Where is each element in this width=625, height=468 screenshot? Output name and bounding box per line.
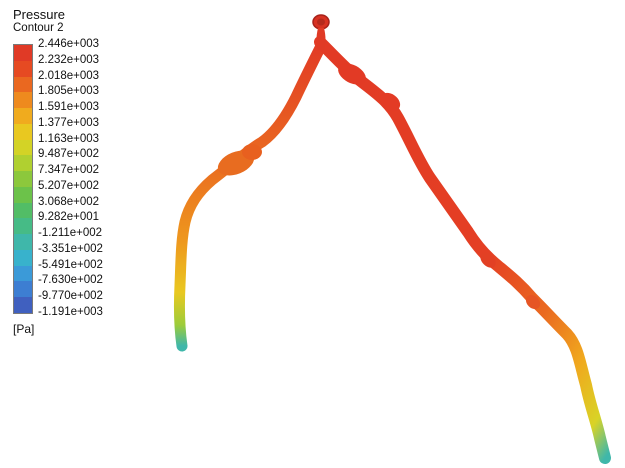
colorbar-swatch	[14, 265, 32, 282]
left-vessel-branch	[173, 42, 326, 352]
colorbar-tick-label: 9.487e+002	[38, 148, 100, 161]
colorbar-tick-label: 2.446e+003	[38, 38, 100, 50]
legend-title: Pressure	[13, 7, 66, 22]
colorbar-tick-label: 3.068e+002	[38, 195, 100, 208]
colorbar-tick-label: 1.591e+003	[38, 101, 100, 114]
colorbar-swatch	[14, 186, 32, 204]
colorbar-tick-label: -1.211e+002	[38, 227, 103, 240]
colorbar-swatch	[14, 123, 32, 141]
colorbar-tick-label: 1.805e+003	[38, 85, 100, 98]
colorbar-swatch	[14, 297, 32, 314]
colorbar-swatch	[14, 202, 32, 219]
colorbar-tick-label: -1.191e+003	[38, 306, 103, 318]
colorbar-swatch	[14, 281, 32, 298]
colorbar-tick-label: -9.770e+002	[38, 290, 103, 303]
colorbar-tick-label: 2.232e+003	[38, 53, 100, 66]
colorbar-swatch	[14, 45, 32, 62]
colorbar-swatch	[14, 171, 32, 188]
colorbar-swatch	[14, 92, 32, 109]
colorbar-swatch	[14, 249, 32, 267]
colorbar-tick-label: 1.377e+003	[38, 116, 100, 129]
colorbar-swatch	[14, 76, 32, 93]
colorbar-swatch	[14, 108, 32, 125]
colorbar-tick-label: 1.163e+003	[38, 132, 100, 145]
legend-unit: [Pa]	[13, 322, 35, 336]
colorbar-tick-label: -3.351e+002	[38, 242, 103, 255]
colorbar-tick-label: 7.347e+002	[38, 164, 100, 177]
colorbar-tick-label: -5.491e+002	[38, 258, 103, 271]
pressure-colorbar	[13, 44, 33, 314]
legend-subtitle: Contour 2	[13, 22, 64, 34]
colorbar-swatch	[14, 218, 32, 235]
colorbar-swatch	[14, 155, 32, 172]
colorbar-tick-label: 5.207e+002	[38, 179, 100, 192]
colorbar-swatch	[14, 234, 32, 251]
colorbar-tick-label: 2.018e+003	[38, 69, 100, 82]
colorbar-tick-label: -7.630e+002	[38, 274, 103, 287]
vessel-inlet	[312, 14, 330, 50]
colorbar-swatch	[14, 60, 32, 77]
right-vessel-branch	[314, 36, 611, 464]
colorbar-tick-label: 9.282e+001	[38, 211, 100, 224]
colorbar-swatch	[14, 139, 32, 156]
